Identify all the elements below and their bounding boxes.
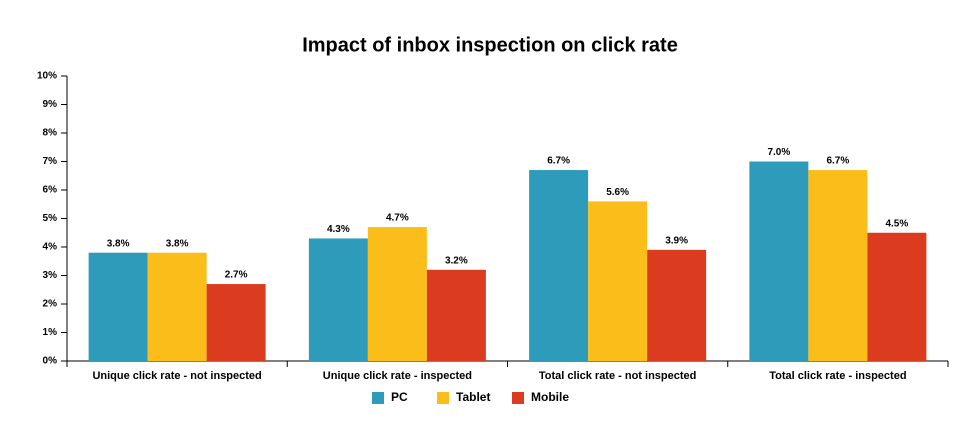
x-tick-label: Total click rate - not inspected	[539, 370, 697, 382]
value-label: 3.2%	[445, 255, 468, 266]
legend-label: PC	[391, 390, 408, 404]
value-label: 4.5%	[885, 218, 908, 229]
y-tick-label: 10%	[37, 71, 57, 82]
y-tick-label: 3%	[43, 270, 58, 281]
y-tick-label: 5%	[43, 213, 58, 224]
value-label: 7.0%	[767, 147, 790, 158]
y-tick-label: 9%	[43, 99, 58, 110]
bar	[426, 269, 486, 361]
y-tick-label: 7%	[43, 156, 58, 167]
value-label: 6.7%	[547, 156, 570, 167]
y-tick-label: 2%	[43, 299, 58, 310]
value-label: 5.6%	[606, 187, 629, 198]
bar	[206, 284, 266, 361]
legend-swatch	[437, 392, 449, 404]
value-label: 3.9%	[665, 235, 688, 246]
bar	[647, 249, 707, 361]
y-tick-label: 8%	[43, 128, 58, 139]
bar	[147, 252, 207, 361]
value-label: 3.8%	[166, 238, 189, 249]
legend-label: Mobile	[531, 390, 569, 404]
bar	[529, 170, 589, 361]
bar	[588, 201, 648, 361]
value-label: 4.7%	[386, 213, 409, 224]
y-tick-label: 0%	[43, 356, 58, 367]
bar	[867, 232, 927, 361]
bar	[88, 252, 148, 361]
x-tick-label: Total click rate - inspected	[769, 370, 906, 382]
y-tick-label: 4%	[43, 242, 58, 253]
value-label: 2.7%	[225, 270, 248, 281]
y-tick-label: 6%	[43, 185, 58, 196]
legend-swatch	[372, 392, 384, 404]
legend-label: Tablet	[456, 390, 490, 404]
legend-swatch	[512, 392, 524, 404]
bar	[367, 227, 427, 361]
bar	[808, 170, 868, 361]
bar	[308, 238, 368, 361]
y-tick-label: 1%	[43, 327, 58, 338]
x-tick-label: Unique click rate - not inspected	[92, 370, 261, 382]
chart-title: Impact of inbox inspection on click rate	[302, 34, 678, 56]
value-label: 6.7%	[826, 156, 849, 167]
x-tick-label: Unique click rate - inspected	[323, 370, 472, 382]
value-label: 3.8%	[107, 238, 130, 249]
bar	[749, 161, 809, 361]
value-label: 4.3%	[327, 224, 350, 235]
